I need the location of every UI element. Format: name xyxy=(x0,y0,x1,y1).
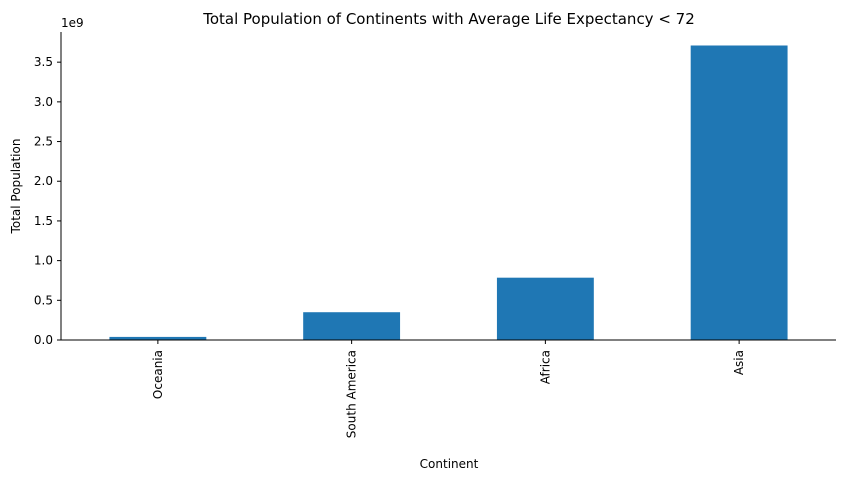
x-tick-label: Asia xyxy=(732,350,746,375)
y-offset-label: 1e9 xyxy=(61,16,84,30)
y-axis-label: Total Population xyxy=(9,139,23,235)
x-tick-label: Oceania xyxy=(151,350,165,399)
x-ticks-group: Oceania South America Africa Asia xyxy=(151,340,746,438)
y-tick-label: 3.0 xyxy=(34,95,53,109)
y-ticks-group: 0.0 0.5 1.0 1.5 2.0 2.5 3.0 3.5 xyxy=(34,55,61,347)
x-axis-label: Continent xyxy=(420,457,479,471)
bar-oceania xyxy=(109,336,207,340)
bars-group xyxy=(109,45,788,341)
y-tick-label: 0.0 xyxy=(34,333,53,347)
bar-africa xyxy=(496,277,594,340)
y-tick-label: 0.5 xyxy=(34,293,53,307)
y-tick-label: 1.0 xyxy=(34,254,53,268)
x-tick-label: Africa xyxy=(538,350,552,384)
y-tick-label: 2.5 xyxy=(34,135,53,149)
x-tick-label: South America xyxy=(345,350,359,438)
y-tick-label: 2.0 xyxy=(34,174,53,188)
y-tick-label: 1.5 xyxy=(34,214,53,228)
bar-asia xyxy=(690,45,788,341)
y-tick-label: 3.5 xyxy=(34,55,53,69)
chart-title: Total Population of Continents with Aver… xyxy=(202,10,695,28)
bar-south-america xyxy=(303,312,401,340)
